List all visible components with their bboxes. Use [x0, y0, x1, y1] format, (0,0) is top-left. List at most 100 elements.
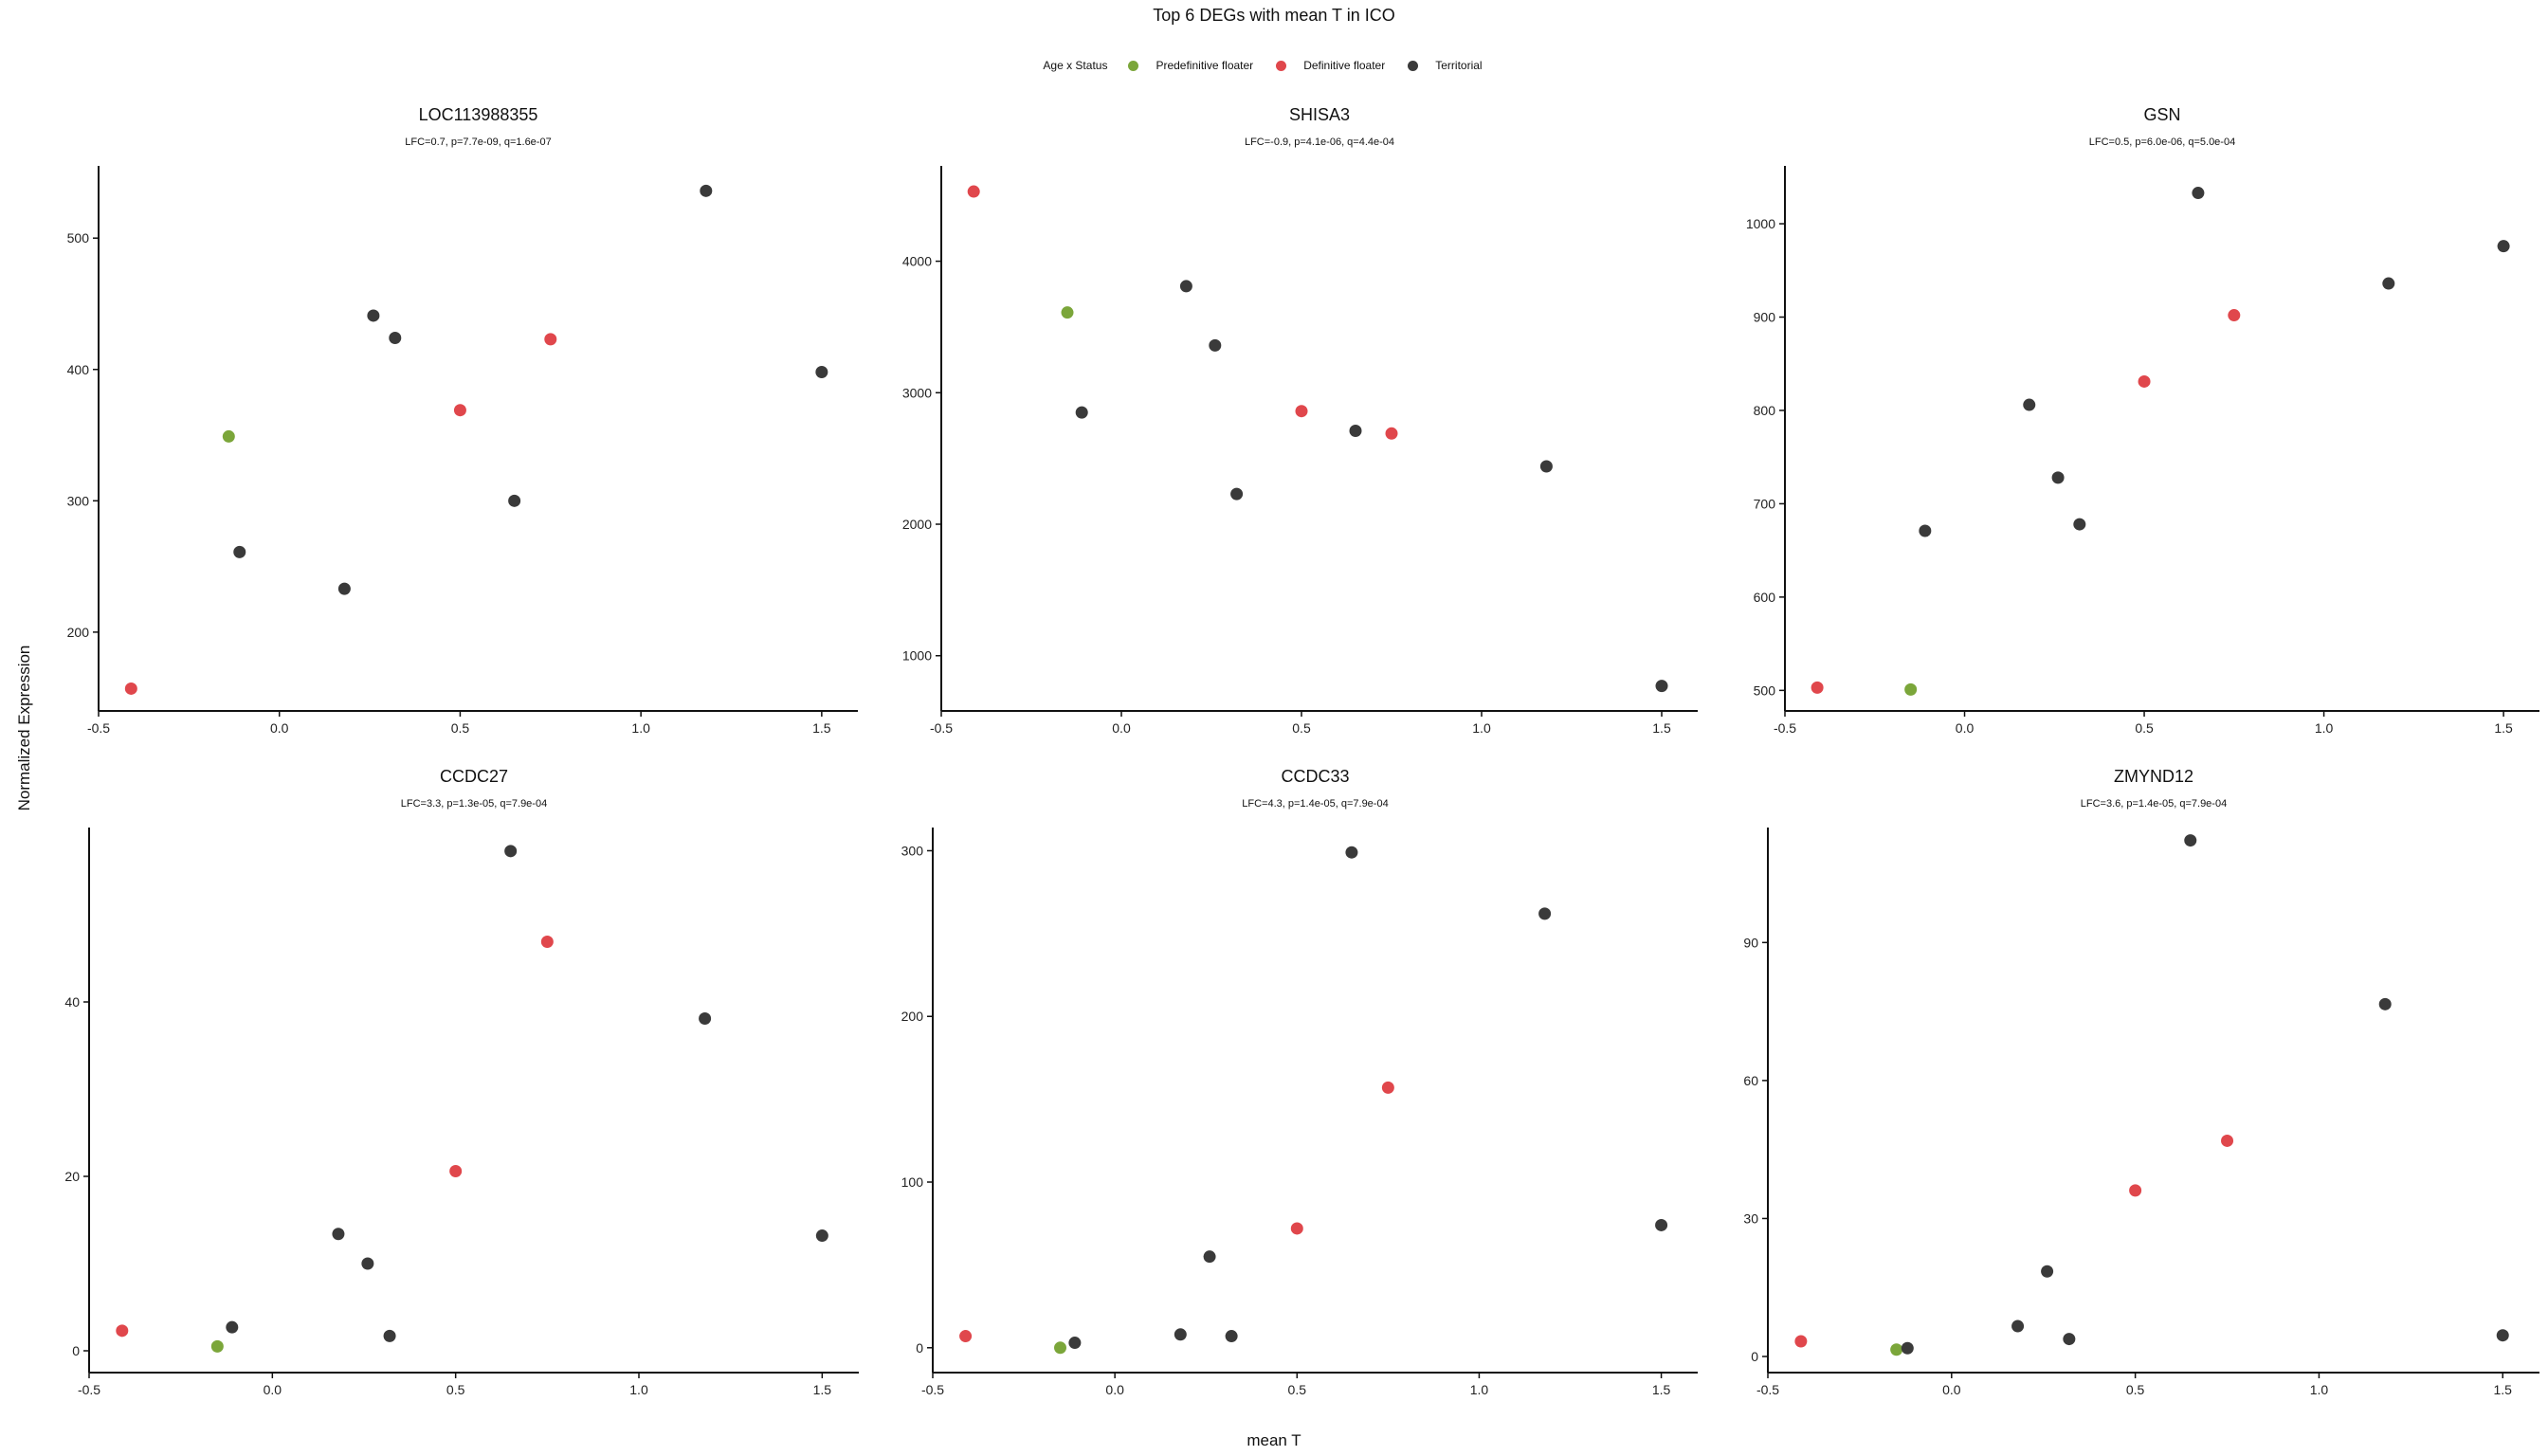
data-point [1655, 1218, 1668, 1231]
data-point [815, 366, 828, 379]
data-point [210, 1339, 224, 1353]
data-point [1794, 1335, 1808, 1348]
data-point [2184, 834, 2197, 847]
data-point [967, 185, 980, 198]
x-tick-label: 0.5 [446, 1382, 465, 1397]
data-point [2051, 471, 2065, 484]
x-tick-label: 1.0 [2315, 720, 2334, 736]
y-tick-label: 30 [1743, 1210, 1758, 1226]
x-tick-label: -0.5 [1774, 720, 1796, 736]
data-point [1075, 406, 1088, 419]
y-tick-label: 400 [67, 362, 90, 377]
data-point [1539, 460, 1553, 473]
x-tick-label: 0.0 [1112, 720, 1131, 736]
figure-title: Top 6 DEGs with mean T in ICO [1153, 6, 1395, 25]
data-point [1230, 487, 1244, 500]
data-point [2129, 1184, 2142, 1197]
data-point [1655, 680, 1668, 693]
x-tick-label: 1.5 [1652, 720, 1671, 736]
data-point [1919, 524, 1932, 537]
y-tick-label: 60 [1743, 1073, 1758, 1088]
y-tick-label: 90 [1743, 935, 1758, 950]
y-tick-label: 40 [64, 994, 80, 1010]
x-tick-label: -0.5 [78, 1382, 100, 1397]
data-point [544, 333, 557, 346]
x-tick-label: 1.0 [2310, 1382, 2329, 1397]
data-point [1054, 1341, 1066, 1355]
data-point [1901, 1341, 1914, 1355]
data-point [1174, 1328, 1187, 1341]
y-tick-label: 1000 [1746, 216, 1775, 231]
x-tick-label: 1.5 [813, 1382, 832, 1397]
data-point [508, 494, 521, 507]
y-tick-label: 20 [64, 1169, 80, 1184]
data-point [383, 1329, 396, 1342]
y-tick-label: 300 [901, 843, 924, 858]
x-tick-label: 1.0 [1472, 720, 1491, 736]
data-point [700, 184, 713, 197]
x-tick-label: 0.0 [270, 720, 289, 736]
x-tick-label: 0.5 [2126, 1382, 2145, 1397]
x-tick-label: 0.5 [1288, 1382, 1307, 1397]
panel-title: ZMYND12 [2114, 767, 2193, 786]
data-point [2011, 1320, 2025, 1333]
data-point [699, 1011, 712, 1025]
legend-item-territorial: Territorial [1408, 59, 1483, 72]
x-tick-label: -0.5 [930, 720, 953, 736]
data-point [1203, 1250, 1216, 1264]
x-tick-label: 0.0 [1956, 720, 1975, 736]
data-point [1890, 1343, 1903, 1356]
panel-subtitle: LFC=0.5, p=6.0e-06, q=5.0e-04 [2089, 136, 2235, 148]
y-tick-label: 0 [72, 1343, 80, 1358]
data-point [449, 1164, 463, 1177]
data-point [2496, 1329, 2509, 1342]
data-point [1381, 1081, 1394, 1094]
panel-subtitle: LFC=3.3, p=1.3e-05, q=7.9e-04 [401, 798, 547, 810]
x-tick-label: 1.0 [631, 720, 650, 736]
y-tick-label: 1000 [902, 648, 932, 664]
x-tick-label: 0.5 [1292, 720, 1311, 736]
data-point [337, 582, 351, 595]
y-tick-label: 4000 [902, 254, 932, 269]
data-point [1349, 425, 1362, 438]
data-point [2378, 997, 2392, 1010]
data-point [2221, 1134, 2234, 1147]
x-tick-label: 0.5 [2135, 720, 2154, 736]
data-point [233, 545, 246, 558]
x-tick-label: 1.5 [2494, 720, 2513, 736]
panel-title: SHISA3 [1289, 105, 1350, 124]
data-point [124, 682, 137, 695]
panel-subtitle: LFC=0.7, p=7.7e-09, q=1.6e-07 [405, 136, 551, 148]
x-tick-label: 0.0 [264, 1382, 282, 1397]
data-point [116, 1324, 129, 1338]
data-point [361, 1257, 374, 1270]
x-axis-title: mean T [1247, 1431, 1301, 1449]
x-tick-label: 1.0 [629, 1382, 648, 1397]
data-point [1068, 1337, 1082, 1350]
data-point [2063, 1333, 2076, 1346]
x-tick-label: 0.5 [451, 720, 470, 736]
panel-title: CCDC27 [440, 767, 508, 786]
data-point [2073, 518, 2086, 531]
data-point [2192, 187, 2205, 200]
data-point [2138, 374, 2151, 388]
legend-label-definitive-floater: Definitive floater [1303, 59, 1386, 72]
data-point [815, 1229, 828, 1243]
panel-subtitle: LFC=3.6, p=1.4e-05, q=7.9e-04 [2081, 798, 2227, 810]
data-point [389, 332, 402, 345]
y-tick-label: 3000 [902, 385, 932, 400]
data-point [1209, 338, 1222, 352]
data-point [2497, 240, 2510, 253]
panel-title: GSN [2143, 105, 2180, 124]
y-tick-label: 2000 [902, 517, 932, 532]
legend-marker-predefinitive-floater [1128, 60, 1139, 71]
y-tick-label: 100 [901, 1174, 924, 1190]
y-tick-label: 600 [1754, 590, 1776, 605]
x-tick-label: 1.5 [812, 720, 831, 736]
y-tick-label: 500 [67, 230, 90, 246]
data-point [2228, 309, 2241, 322]
legend-item-predefinitive-floater: Predefinitive floater [1128, 59, 1253, 72]
data-point [1179, 280, 1192, 293]
data-point [504, 845, 518, 858]
x-tick-label: 1.0 [1470, 1382, 1489, 1397]
